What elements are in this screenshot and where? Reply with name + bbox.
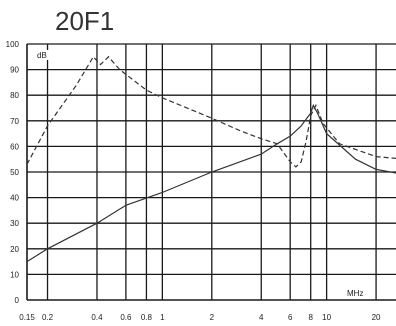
y-tick-label: 80 <box>10 91 19 100</box>
y-tick-label: 100 <box>6 40 20 49</box>
x-tick-label: 0.8 <box>141 313 153 322</box>
y-axis-ticks: 0 10 20 30 40 50 60 70 80 90 100 <box>6 40 20 305</box>
x-tick-label: 8 <box>308 313 313 322</box>
y-unit-label: dB <box>37 51 47 60</box>
y-tick-label: 30 <box>10 219 19 228</box>
y-tick-label: 10 <box>10 270 19 279</box>
dashed-series-line <box>26 55 396 168</box>
x-tick-label: 2 <box>210 313 215 322</box>
x-tick-label: 0.4 <box>91 313 103 322</box>
x-tick-label: 6 <box>288 313 293 322</box>
y-tick-label: 60 <box>10 142 19 151</box>
y-tick-label: 40 <box>10 194 19 203</box>
x-tick-label: 0.6 <box>120 313 132 322</box>
x-tick-label: 0.2 <box>42 313 54 322</box>
x-tick-label: 4 <box>259 313 264 322</box>
y-tick-label: 70 <box>10 117 19 126</box>
y-tick-label: 0 <box>15 296 20 305</box>
x-tick-label: 1 <box>160 313 165 322</box>
solid-series-line <box>26 103 396 263</box>
x-tick-label: 20 <box>372 313 381 322</box>
chart-title: 20F1 <box>55 6 114 36</box>
y-unit-label-background <box>36 50 49 60</box>
x-axis-ticks: 0.150.20.40.60.812468102030 <box>19 313 381 322</box>
x-unit-label-background <box>346 288 366 298</box>
y-tick-label: 90 <box>10 66 19 75</box>
series-layer <box>26 55 396 263</box>
x-tick-label: 10 <box>322 313 331 322</box>
y-tick-label: 50 <box>10 168 19 177</box>
x-unit-label: MHz <box>347 289 363 298</box>
y-tick-label: 20 <box>10 245 19 254</box>
x-tick-label: 0.15 <box>19 313 35 322</box>
